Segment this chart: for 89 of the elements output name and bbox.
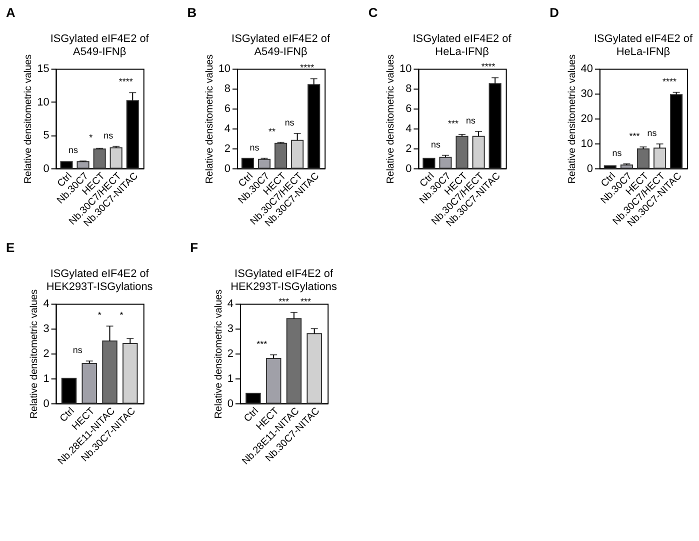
y-tick-label: 10 (580, 138, 593, 150)
annotation: *** (256, 338, 268, 349)
y-tick-label: 0 (406, 162, 412, 175)
text: A (6, 4, 16, 20)
annotation: ns (68, 145, 79, 156)
annotation: **** (662, 76, 678, 86)
y-tick-label: 0 (43, 398, 50, 410)
y-tick-label: 2 (406, 142, 412, 155)
annotation: ns (72, 345, 83, 355)
text: D (550, 4, 559, 20)
annotation: *** (300, 296, 312, 306)
y-axis-title: Relative densitometric values (213, 289, 224, 419)
annotation: * (89, 132, 94, 142)
annotation: **** (481, 62, 496, 72)
annotation: **** (118, 76, 134, 87)
y-tick-label: 2 (43, 348, 50, 360)
y-axis-title: Relative densitometric values (29, 289, 40, 419)
annotation: *** (448, 118, 459, 128)
y-axis-title: Relative densitometric values (566, 54, 578, 184)
y-tick-label: 15 (37, 63, 50, 76)
annotation: ** (268, 126, 276, 136)
bar (274, 142, 288, 169)
bar (82, 362, 98, 404)
annotation: ns (612, 148, 622, 158)
annotation: ns (430, 139, 441, 150)
bar (266, 358, 282, 404)
y-tick-label: 4 (224, 122, 231, 135)
bar (306, 333, 322, 404)
bar (291, 140, 304, 169)
annotation: *** (278, 296, 290, 306)
bar (122, 343, 138, 404)
text: B (187, 4, 197, 20)
y-axis-title: Relative densitometric values (386, 54, 397, 184)
bar (258, 158, 271, 169)
y-tick-label: 30 (580, 88, 593, 100)
annotation: ns (284, 117, 295, 128)
y-tick-label: 6 (224, 103, 231, 116)
y-axis-title: Relative densitometric values (23, 54, 34, 184)
annotation: * (120, 310, 124, 320)
chart-title: ISGylated eIF4E2 of HeLa-IFNβ (594, 32, 694, 58)
y-tick-label: 4 (43, 298, 50, 310)
y-tick-label: 1 (227, 372, 234, 385)
y-tick-label: 8 (224, 83, 231, 96)
y-tick-label: 5 (43, 130, 50, 142)
y-tick-label: 8 (406, 83, 412, 96)
bar (102, 340, 118, 404)
annotation: ns (647, 128, 658, 138)
annotation: *** (629, 130, 640, 141)
chart-title: ISGylated eIF4E2 of HEK293T-ISGylations (46, 268, 154, 293)
chart-title: ISGylated eIF4E2 of HEK293T-ISGylations (230, 268, 338, 293)
text: C (368, 4, 378, 20)
y-tick-label: 1 (43, 372, 50, 385)
y-tick-label: 10 (37, 96, 50, 108)
bar (93, 148, 106, 169)
y-axis-title: Relative densitometric values (204, 54, 216, 184)
bar (286, 318, 302, 404)
annotation: ns (466, 115, 476, 126)
y-tick-label: 3 (43, 323, 50, 336)
chart-title: ISGylated eIF4E2 of HeLa-IFNβ (412, 32, 512, 58)
y-tick-label: 3 (227, 323, 234, 336)
y-tick-label: 20 (580, 112, 593, 125)
bar (653, 148, 666, 169)
chart-title: ISGylated eIF4E2 of A549-IFNβ (232, 32, 331, 58)
y-tick-label: 4 (227, 298, 234, 310)
y-tick-label: 10 (400, 63, 412, 76)
y-tick-label: 6 (406, 103, 412, 116)
bar (620, 164, 633, 169)
y-tick-label: 40 (580, 63, 593, 76)
annotation: **** (300, 62, 315, 73)
annotation: ns (250, 142, 260, 152)
bar (110, 147, 122, 169)
y-tick-label: 0 (224, 162, 231, 175)
text: E (6, 240, 15, 255)
y-tick-label: 4 (406, 122, 412, 135)
bar (439, 156, 452, 169)
text: F (190, 240, 198, 255)
y-tick-label: 0 (227, 398, 234, 410)
y-tick-label: 0 (586, 162, 593, 175)
bar (76, 161, 90, 169)
chart-title: ISGylated eIF4E2 of A549-IFNβ (50, 32, 150, 58)
y-tick-label: 2 (224, 142, 231, 155)
y-tick-label: 10 (218, 63, 231, 76)
bar (636, 148, 650, 169)
bar (472, 136, 485, 169)
annotation: * (98, 310, 102, 320)
y-tick-label: 2 (227, 348, 234, 360)
annotation: ns (104, 130, 114, 140)
y-tick-label: 0 (43, 162, 50, 175)
bar (456, 136, 468, 169)
